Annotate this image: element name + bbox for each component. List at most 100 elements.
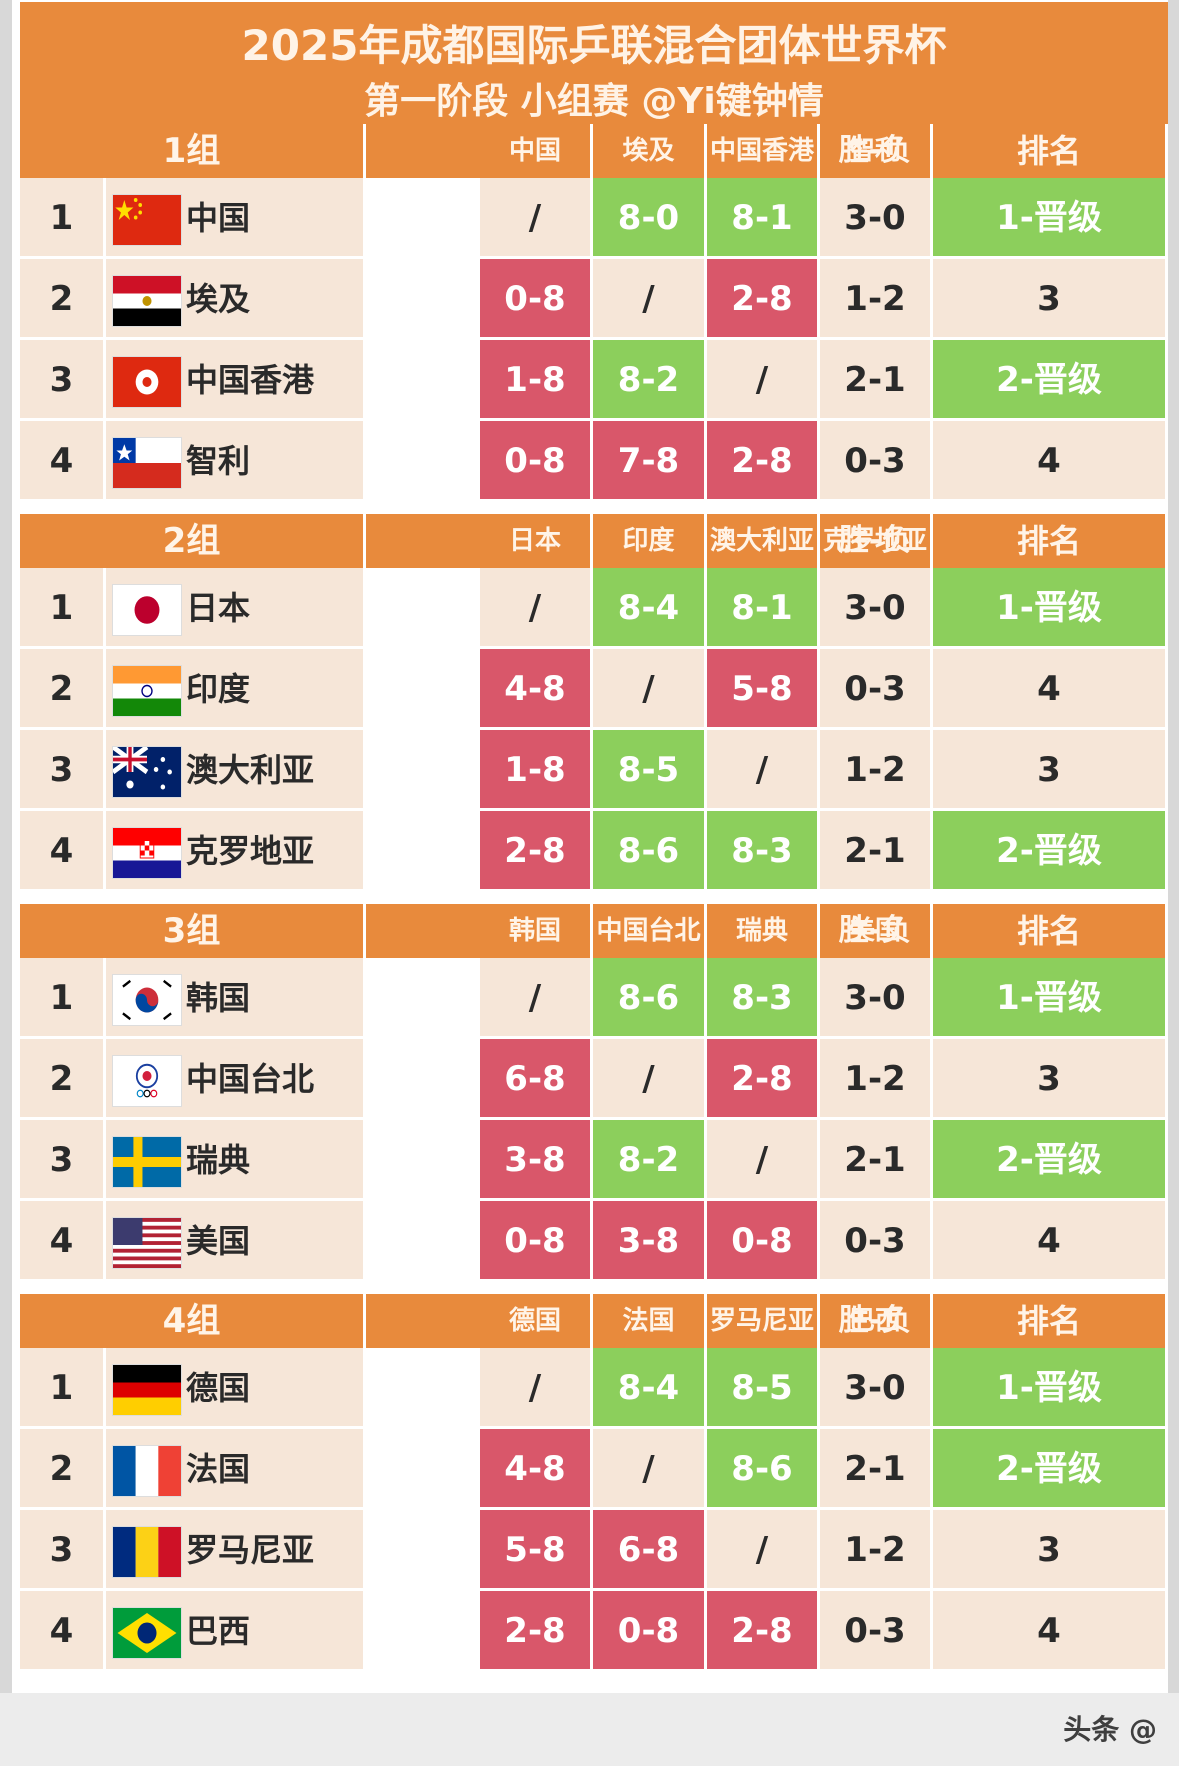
tpe-flag-icon [112,1055,182,1107]
rank-status: 3 [933,1039,1168,1120]
team-cell: 美国 [106,1201,366,1282]
rank-status: 1-晋级 [933,958,1168,1039]
win-loss-record: 2-1 [820,1120,933,1201]
team-name: 中国台北 [186,1060,315,1098]
match-score: 2-8 [707,421,820,502]
br-flag-icon [112,1607,182,1659]
rank-status: 2-晋级 [933,1429,1168,1510]
ro-flag-icon [112,1526,182,1578]
rank-status: 1-晋级 [933,568,1168,649]
match-score: 1-8 [480,730,593,811]
rank-status: 1-晋级 [933,1348,1168,1429]
us-flag-icon [112,1217,182,1269]
win-loss-record: 1-2 [820,730,933,811]
team-position: 1 [20,178,106,259]
team-cell: 日本 [106,568,366,649]
match-score: / [707,1120,820,1201]
team-name: 埃及 [186,280,251,318]
team-position: 2 [20,259,106,340]
kr-flag-icon [112,974,182,1026]
rank-header: 排名 [933,1294,1168,1348]
match-score: 2-8 [707,1039,820,1120]
opponent-header: 中国香港 [707,124,820,178]
standings-sheet: 2025年成都国际乒联混合团体世界杯 第一阶段 小组赛 @Yi键钟情 1组 中国埃… [12,0,1168,1693]
team-cell: 中国香港 [106,340,366,421]
group-header: 1组 中国 埃及 中国香港 智利 胜-负 排名 [20,124,1168,178]
win-loss-record: 2-1 [820,811,933,892]
match-score: 0-8 [480,1201,593,1282]
rank-header: 排名 [933,514,1168,568]
match-score: 8-5 [593,730,707,811]
team-name: 瑞典 [186,1141,251,1179]
match-score: / [480,568,593,649]
bottom-bar: 头条 @ [0,1693,1179,1766]
match-score: 8-6 [593,958,707,1039]
match-score: 5-8 [707,649,820,730]
team-position: 1 [20,958,106,1039]
team-name: 罗马尼亚 [186,1531,315,1569]
team-name: 德国 [186,1369,251,1407]
win-loss-record: 3-0 [820,1348,933,1429]
rank-status: 3 [933,1510,1168,1591]
match-score: 2-8 [480,811,593,892]
match-score: 7-8 [593,421,707,502]
opponent-header: 埃及 [593,124,707,178]
win-loss-record: 1-2 [820,1510,933,1591]
team-cell: 澳大利亚 [106,730,366,811]
au-flag-icon [112,746,182,798]
group-name: 1组 [20,124,366,178]
group-name: 2组 [20,514,366,568]
group-header: 3组 韩国 中国台北 瑞典 美国 胜-负 排名 [20,904,1168,958]
opponent-header: 中国 [480,124,593,178]
team-cell: 巴西 [106,1591,366,1672]
group-name: 4组 [20,1294,366,1348]
team-position: 3 [20,730,106,811]
rank-status: 2-晋级 [933,1120,1168,1201]
match-score: / [593,259,707,340]
group-name: 3组 [20,904,366,958]
team-name: 韩国 [186,979,251,1017]
match-score: 8-2 [593,340,707,421]
win-loss-header: 胜-负 [820,514,933,568]
win-loss-header: 胜-负 [820,904,933,958]
team-position: 2 [20,1429,106,1510]
team-cell: 法国 [106,1429,366,1510]
team-cell: 韩国 [106,958,366,1039]
match-score: 8-6 [593,811,707,892]
match-score: 3-8 [480,1120,593,1201]
team-name: 美国 [186,1222,251,1260]
match-score: 2-8 [707,1591,820,1672]
team-cell: 智利 [106,421,366,502]
match-score: / [707,340,820,421]
match-score: 0-8 [480,259,593,340]
win-loss-record: 0-3 [820,1591,933,1672]
match-score: 0-8 [593,1591,707,1672]
table-row: 1德国/8-48-58-23-01-晋级 [20,1348,1168,1429]
match-score: / [593,1429,707,1510]
team-name: 智利 [186,442,251,480]
hr-flag-icon [112,827,182,879]
opponent-header: 印度 [593,514,707,568]
team-position: 3 [20,1120,106,1201]
rank-status: 4 [933,421,1168,502]
win-loss-record: 3-0 [820,568,933,649]
group-header: 4组 德国 法国 罗马尼亚 巴西 胜-负 排名 [20,1294,1168,1348]
rank-status: 4 [933,649,1168,730]
watermark-text: 头条 @ [1063,1713,1157,1746]
rank-status: 3 [933,259,1168,340]
win-loss-record: 2-1 [820,1429,933,1510]
match-score: 2-8 [480,1591,593,1672]
match-score: 8-1 [707,178,820,259]
match-score: 6-8 [480,1039,593,1120]
opponent-header: 中国台北 [593,904,707,958]
win-loss-record: 3-0 [820,178,933,259]
match-score: / [593,649,707,730]
opponent-header: 罗马尼亚 [707,1294,820,1348]
opponent-header: 瑞典 [707,904,820,958]
match-score: 8-0 [593,178,707,259]
rank-header: 排名 [933,124,1168,178]
